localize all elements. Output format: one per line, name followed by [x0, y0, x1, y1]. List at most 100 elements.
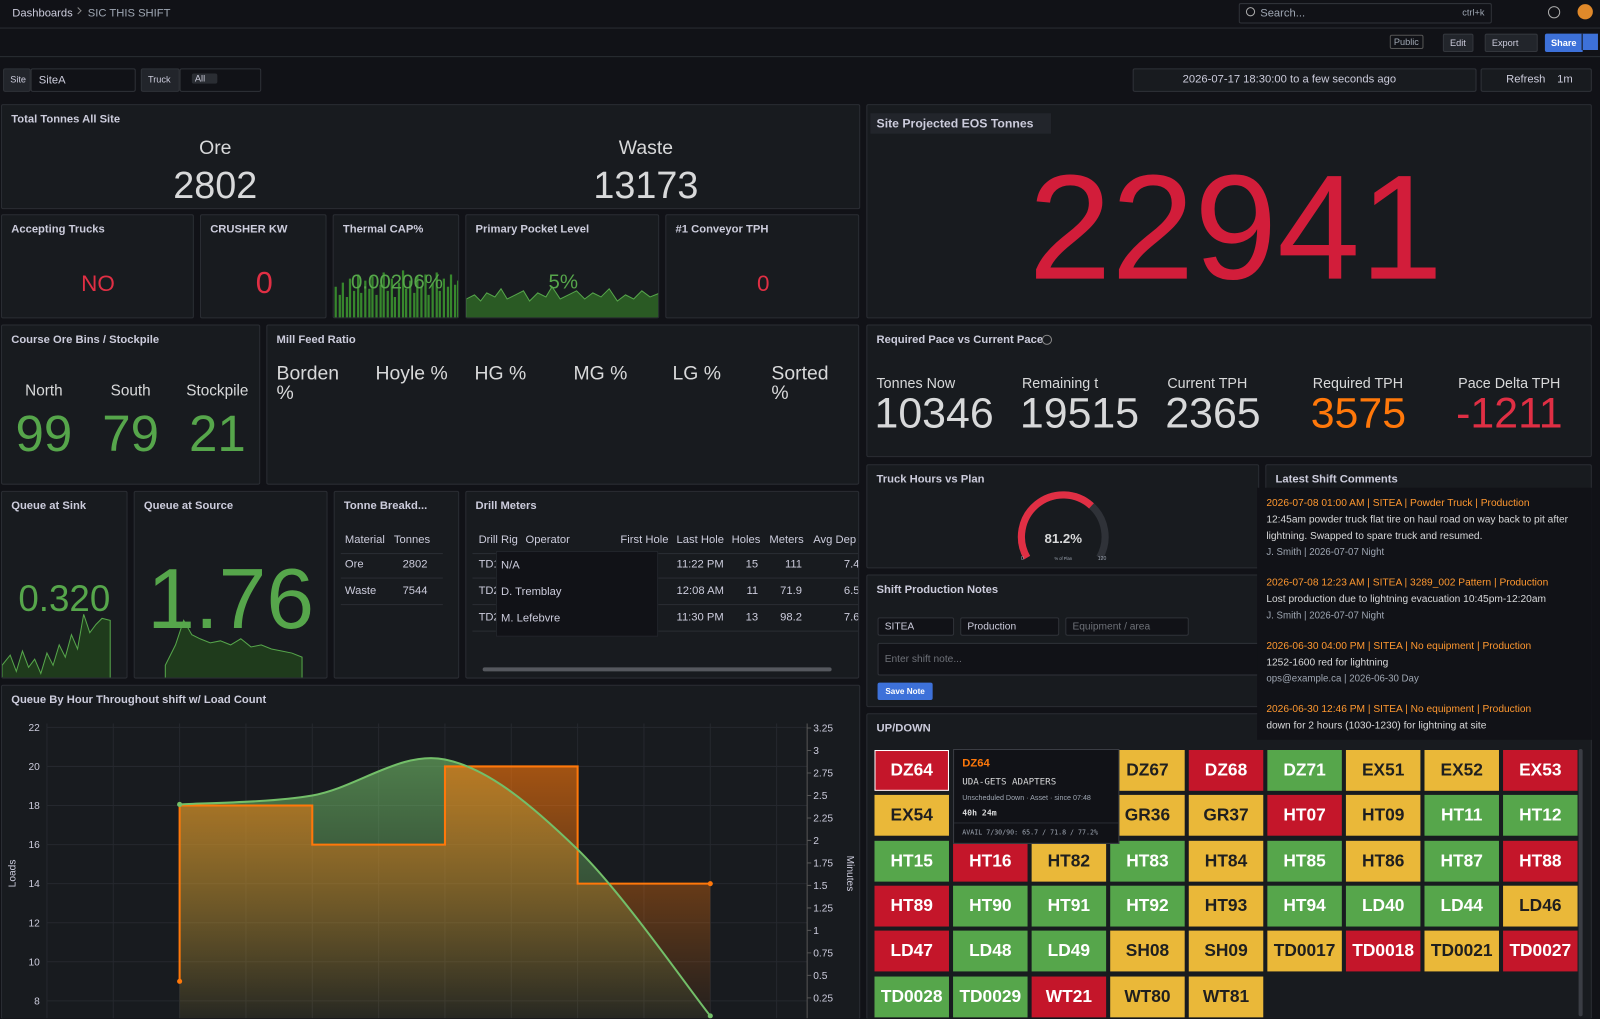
- time-picker[interactable]: [1132, 68, 1477, 92]
- status-tile[interactable]: SH08: [1110, 930, 1185, 972]
- status-tile[interactable]: WT21: [1031, 976, 1107, 1017]
- status-tile[interactable]: LD44: [1424, 885, 1499, 927]
- table-header: Material: [344, 533, 385, 546]
- y-tick-label: 16: [28, 840, 40, 851]
- status-tile[interactable]: TD0017: [1267, 930, 1342, 972]
- stat-value: 0.320: [18, 577, 111, 620]
- search-box[interactable]: [1238, 3, 1492, 24]
- y-tick-label: 14: [28, 879, 40, 890]
- equipment-input[interactable]: Equipment / area: [1065, 617, 1189, 636]
- time-range[interactable]: 2026-07-17 18:30:00 to a few seconds ago: [1182, 73, 1397, 86]
- panel-title: Accepting Trucks: [11, 223, 105, 236]
- status-tile[interactable]: HT94: [1267, 885, 1342, 927]
- status-tile[interactable]: HT12: [1503, 795, 1578, 837]
- refresh-button[interactable]: Refresh: [1506, 73, 1546, 86]
- operator-dropdown[interactable]: N/A D. Tremblay M. Lefebvre: [495, 551, 659, 637]
- refresh-picker[interactable]: [1480, 68, 1592, 92]
- status-tile[interactable]: DZ68: [1188, 749, 1264, 791]
- status-tile[interactable]: HT91: [1031, 885, 1107, 927]
- y-axis-label: Loads: [7, 860, 18, 888]
- panel-conveyor: #1 Conveyor TPH 0: [665, 214, 860, 319]
- scrollbar[interactable]: [1578, 748, 1583, 1017]
- row-divider: [340, 604, 443, 606]
- stat-value: 13173: [593, 164, 699, 207]
- status-tile[interactable]: HT88: [1503, 840, 1578, 882]
- search-placeholder: Search...: [1260, 7, 1306, 20]
- panel-title: Thermal CAP%: [342, 223, 424, 236]
- status-tile[interactable]: HT90: [953, 885, 1028, 927]
- status-tile[interactable]: LD40: [1345, 885, 1421, 927]
- status-tile[interactable]: HT87: [1424, 840, 1499, 882]
- panel-ore-bins: Course Ore Bins / Stockpile North 99 South 7…: [1, 324, 261, 485]
- status-tile[interactable]: HT82: [1031, 840, 1107, 882]
- comment-header: 2026-07-08 01:00 AM | SITEA | Powder Tru…: [1266, 497, 1530, 510]
- table-cell: TD1: [478, 558, 500, 571]
- status-tile[interactable]: HT07: [1267, 795, 1342, 837]
- status-tile[interactable]: LD46: [1503, 885, 1578, 927]
- tooltip-code: UDA-GETS ADAPTERS: [962, 777, 1057, 788]
- edit-button[interactable]: Edit: [1442, 33, 1473, 53]
- status-tile[interactable]: EX52: [1424, 749, 1499, 791]
- avatar[interactable]: [1577, 4, 1593, 20]
- info-icon[interactable]: [1041, 334, 1053, 345]
- y2-tick-label: 0.25: [813, 993, 833, 1004]
- status-tile[interactable]: HT15: [874, 840, 949, 882]
- share-dropdown[interactable]: [1581, 33, 1598, 50]
- tooltip-asset: DZ64: [962, 757, 990, 770]
- status-tile[interactable]: LD48: [953, 930, 1028, 972]
- help-icon[interactable]: [1547, 6, 1561, 19]
- status-tile[interactable]: WT81: [1188, 976, 1264, 1017]
- share-button[interactable]: Share: [1544, 33, 1583, 53]
- table-cell: 11: [746, 584, 759, 597]
- status-tile[interactable]: GR36: [1110, 795, 1185, 837]
- status-tile[interactable]: WT80: [1110, 976, 1185, 1017]
- dropdown-option[interactable]: M. Lefebvre: [501, 612, 561, 625]
- status-tile[interactable]: TD0028: [874, 976, 949, 1017]
- column-header: LG %: [672, 363, 721, 385]
- status-tile[interactable]: SH09: [1188, 930, 1264, 972]
- status-tile[interactable]: HT93: [1188, 885, 1264, 927]
- status-tile[interactable]: HT09: [1345, 795, 1421, 837]
- breadcrumb[interactable]: Dashboards: [12, 7, 73, 20]
- scrollbar[interactable]: [482, 667, 832, 672]
- note-textarea[interactable]: Enter shift note...: [877, 642, 1259, 676]
- status-tile[interactable]: HT92: [1110, 885, 1185, 927]
- stat-label: Stockpile: [186, 382, 249, 400]
- variable-value[interactable]: [30, 68, 136, 92]
- y-tick-label: 10: [28, 957, 40, 968]
- status-tile[interactable]: HT11: [1424, 795, 1499, 837]
- comment-body: Lost production due to lightning evacuat…: [1266, 593, 1546, 606]
- table-header: Last Hole: [676, 533, 724, 546]
- refresh-interval[interactable]: 1m: [1557, 73, 1573, 86]
- status-tile[interactable]: EX54: [874, 795, 949, 837]
- dropdown-option[interactable]: D. Tremblay: [501, 585, 562, 598]
- category-input[interactable]: Production: [960, 617, 1060, 636]
- status-tile[interactable]: TD0029: [953, 976, 1028, 1017]
- table-cell: 6.5: [843, 584, 860, 597]
- status-tile[interactable]: LD47: [874, 930, 949, 972]
- status-tile[interactable]: HT86: [1345, 840, 1421, 882]
- status-tile[interactable]: HT89: [874, 885, 949, 927]
- status-tile[interactable]: HT85: [1267, 840, 1342, 882]
- status-tile[interactable]: DZ67: [1110, 749, 1185, 791]
- status-tile[interactable]: HT16: [953, 840, 1028, 882]
- y-tick-label: 22: [28, 723, 40, 734]
- sparkline-area: [164, 619, 303, 678]
- status-tile[interactable]: DZ64: [874, 749, 949, 791]
- status-tile[interactable]: TD0027: [1503, 930, 1578, 972]
- dropdown-option[interactable]: N/A: [501, 559, 520, 572]
- status-tile[interactable]: EX53: [1503, 749, 1578, 791]
- status-tile[interactable]: DZ71: [1267, 749, 1342, 791]
- status-tile[interactable]: LD49: [1031, 930, 1107, 972]
- status-tile[interactable]: TD0018: [1345, 930, 1421, 972]
- status-tile[interactable]: GR37: [1188, 795, 1264, 837]
- site-input[interactable]: SITEA: [877, 617, 955, 636]
- export-button[interactable]: Export: [1484, 33, 1538, 53]
- gauge-unit: % of Plan: [1055, 556, 1072, 561]
- status-tile[interactable]: EX51: [1345, 749, 1421, 791]
- status-tile[interactable]: HT83: [1110, 840, 1185, 882]
- save-note-button[interactable]: Save Note: [877, 682, 933, 700]
- status-tile[interactable]: TD0021: [1424, 930, 1499, 972]
- status-tile[interactable]: HT84: [1188, 840, 1264, 882]
